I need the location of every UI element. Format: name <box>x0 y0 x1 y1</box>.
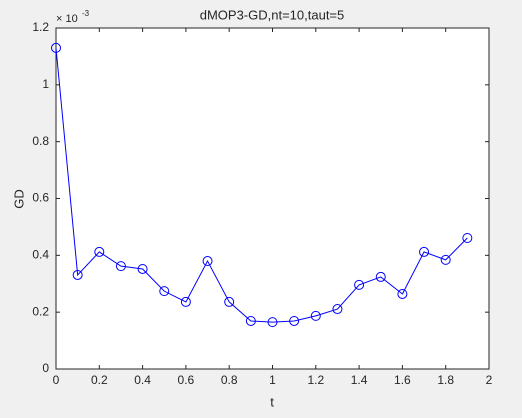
x-tick-label: 0 <box>53 373 60 387</box>
y-tick-label: 0.2 <box>32 304 49 318</box>
x-tick-label: 1 <box>269 373 276 387</box>
marker <box>51 42 61 53</box>
y-tick-label: 1.2 <box>32 20 49 34</box>
marker <box>462 232 473 243</box>
x-tick-label: 1.6 <box>394 373 411 387</box>
marker <box>159 286 170 297</box>
marker <box>419 246 430 257</box>
marker <box>289 315 300 326</box>
marker <box>180 296 191 307</box>
marker <box>94 246 105 257</box>
marker <box>397 288 408 299</box>
y-axis-label: GD <box>11 189 26 209</box>
marker <box>202 256 213 267</box>
y-exponent: -3 <box>82 9 90 18</box>
axes-box <box>55 27 490 370</box>
chart-title: dMOP3-GD,nt=10,taut=5 <box>200 7 345 22</box>
marker <box>137 263 148 274</box>
marker <box>72 269 83 280</box>
marker <box>115 261 126 272</box>
x-tick-label: 0.6 <box>178 373 195 387</box>
marker <box>267 317 278 328</box>
x-tick-label: 0.4 <box>134 373 151 387</box>
x-tick-label: 2 <box>486 373 493 387</box>
x-tick-label: 0.2 <box>91 373 108 387</box>
marker <box>440 254 451 265</box>
y-exponent-base: × 10 <box>56 13 78 25</box>
y-tick-label: 0 <box>42 361 49 375</box>
plot-area <box>56 28 489 369</box>
marker <box>245 315 256 326</box>
marker <box>224 296 235 307</box>
marker <box>310 310 321 321</box>
x-axis-label: t <box>270 394 274 409</box>
x-tick-label: 1.2 <box>307 373 324 387</box>
y-tick-label: 0.4 <box>32 248 49 262</box>
marker <box>354 279 365 290</box>
x-tick-label: 1.8 <box>437 373 454 387</box>
marker <box>375 271 386 282</box>
y-tick-label: 1 <box>42 77 49 91</box>
x-tick-label: 1.4 <box>351 373 368 387</box>
x-tick-label: 0.8 <box>221 373 238 387</box>
marker <box>332 304 343 315</box>
y-tick-label: 0.8 <box>32 134 49 148</box>
y-tick-label: 0.6 <box>32 191 49 205</box>
